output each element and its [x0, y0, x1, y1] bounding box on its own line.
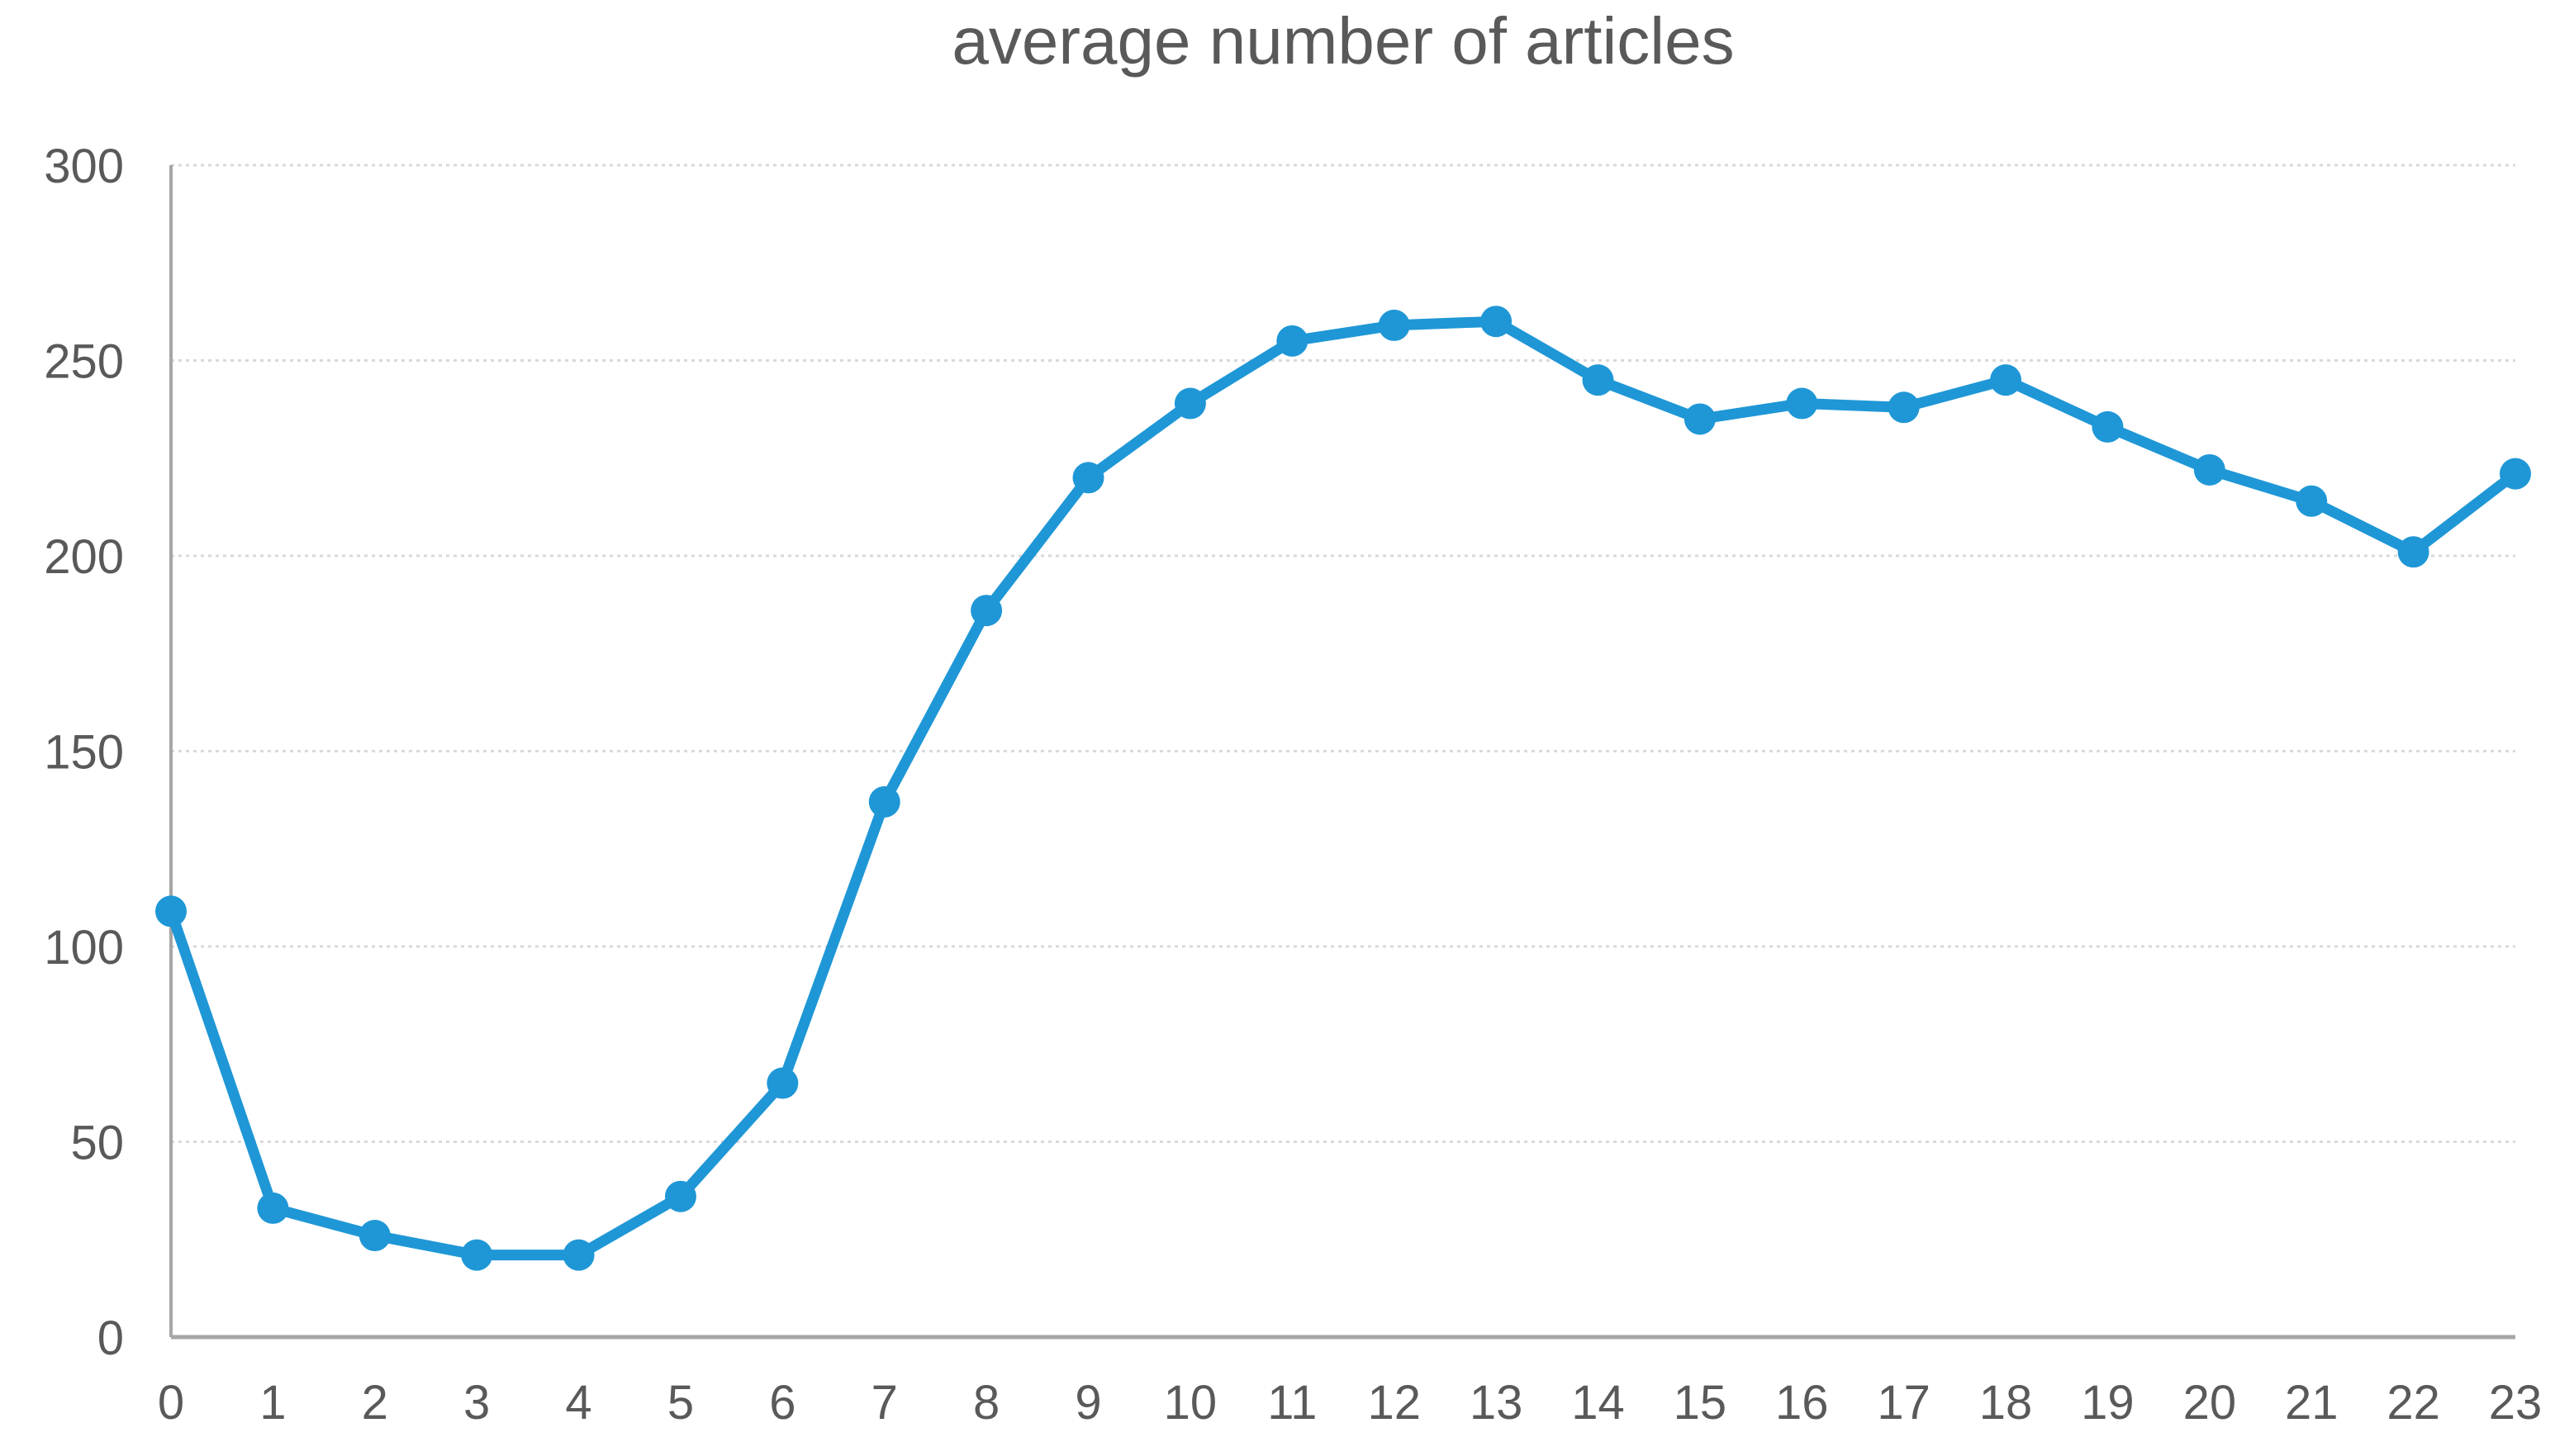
data-point [2296, 485, 2328, 517]
data-point [767, 1067, 799, 1099]
data-point [1684, 403, 1716, 435]
x-tick-label: 19 [2081, 1376, 2135, 1430]
data-point [1480, 306, 1513, 338]
x-tick-label: 5 [667, 1376, 694, 1430]
x-tick-label: 6 [769, 1376, 795, 1430]
y-tick-label: 150 [44, 726, 124, 780]
chart-title: average number of articles [952, 4, 1735, 78]
data-point [2193, 453, 2225, 486]
data-point [2092, 410, 2124, 443]
data-point [1378, 309, 1410, 341]
x-tick-label: 12 [1367, 1376, 1421, 1430]
y-tick-label: 300 [44, 140, 124, 193]
x-tick-label: 9 [1075, 1376, 1101, 1430]
x-tick-label: 21 [2285, 1376, 2339, 1430]
data-point [461, 1239, 493, 1271]
x-tick-label: 18 [1979, 1376, 2033, 1430]
data-point [155, 895, 187, 927]
x-tick-label: 8 [973, 1376, 1000, 1430]
data-point [971, 595, 1003, 627]
x-tick-label: 20 [2183, 1376, 2237, 1430]
data-point [1888, 391, 1920, 424]
x-tick-label: 0 [158, 1376, 184, 1430]
data-point [1990, 364, 2022, 396]
y-tick-label: 100 [44, 921, 124, 975]
x-tick-label: 13 [1470, 1376, 1523, 1430]
data-point [2397, 536, 2429, 568]
y-tick-label: 50 [70, 1117, 124, 1170]
x-tick-label: 17 [1877, 1376, 1930, 1430]
data-point [1174, 387, 1206, 420]
data-point [1276, 325, 1308, 357]
x-tick-label: 11 [1267, 1376, 1317, 1430]
data-point [257, 1192, 289, 1224]
x-tick-label: 22 [2386, 1376, 2440, 1430]
x-tick-label: 15 [1674, 1376, 1727, 1430]
data-point [664, 1180, 696, 1212]
x-tick-label: 4 [565, 1376, 591, 1430]
x-tick-label: 16 [1775, 1376, 1829, 1430]
x-tick-label: 2 [362, 1376, 388, 1430]
data-point [1072, 462, 1104, 494]
data-point [1582, 364, 1614, 396]
series-line [165, 315, 2521, 1261]
x-tick-label: 14 [1571, 1376, 1625, 1430]
x-tick-label: 23 [2489, 1376, 2543, 1430]
x-tick-label: 10 [1164, 1376, 1218, 1430]
data-point [1786, 387, 1818, 420]
y-tick-label: 0 [97, 1311, 124, 1365]
x-tick-label: 7 [871, 1376, 898, 1430]
y-tick-label: 250 [44, 335, 124, 389]
x-tick-label: 3 [463, 1376, 490, 1430]
y-tick-label: 200 [44, 530, 124, 584]
x-tick-label: 1 [259, 1376, 286, 1430]
data-point [359, 1220, 391, 1252]
data-point [2500, 458, 2531, 490]
data-point [868, 785, 900, 818]
data-point [563, 1239, 595, 1271]
